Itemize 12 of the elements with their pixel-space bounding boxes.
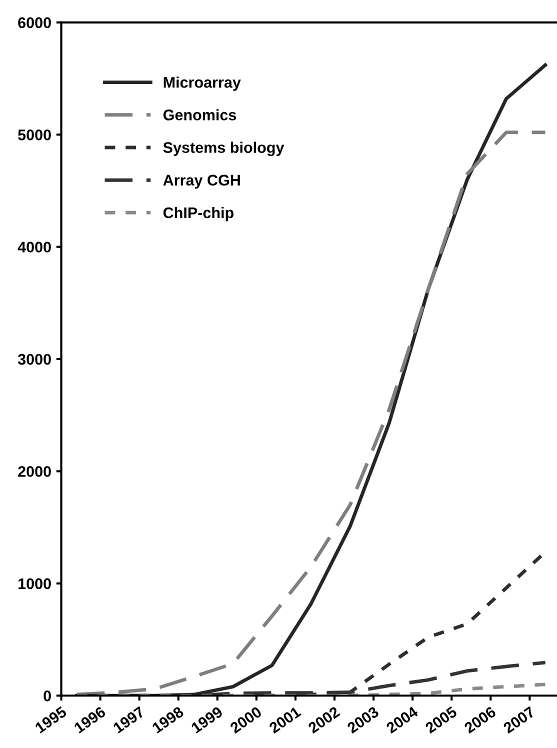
- legend-label: Array CGH: [163, 174, 240, 189]
- y-tick-label: 1000: [18, 578, 51, 590]
- y-tick-label: 0: [44, 690, 51, 702]
- y-tick-label: 2000: [18, 466, 51, 477]
- legend-label: Systems biology: [163, 142, 284, 156]
- legend-label: Microarray: [164, 76, 241, 91]
- y-tick-label: 4000: [18, 242, 51, 253]
- legend-label: ChIP-chip: [163, 206, 234, 222]
- y-tick-label: 3000: [18, 354, 51, 365]
- y-tick-label: 5000: [18, 130, 51, 140]
- y-tick-label: 6000: [18, 17, 51, 28]
- legend-label: Genomics: [163, 109, 236, 120]
